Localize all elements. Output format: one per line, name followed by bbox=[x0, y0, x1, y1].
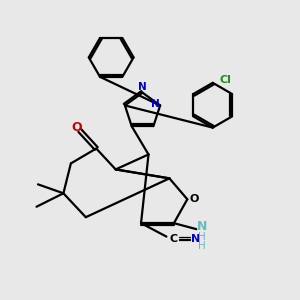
Text: C: C bbox=[170, 234, 178, 244]
Text: N: N bbox=[191, 234, 200, 244]
Text: O: O bbox=[189, 194, 199, 204]
Text: H: H bbox=[198, 242, 206, 251]
Text: N: N bbox=[196, 220, 207, 233]
Text: N: N bbox=[151, 99, 159, 109]
Text: O: O bbox=[71, 121, 82, 134]
Text: Cl: Cl bbox=[219, 75, 231, 85]
Text: N: N bbox=[138, 82, 147, 92]
Text: H: H bbox=[198, 232, 206, 242]
